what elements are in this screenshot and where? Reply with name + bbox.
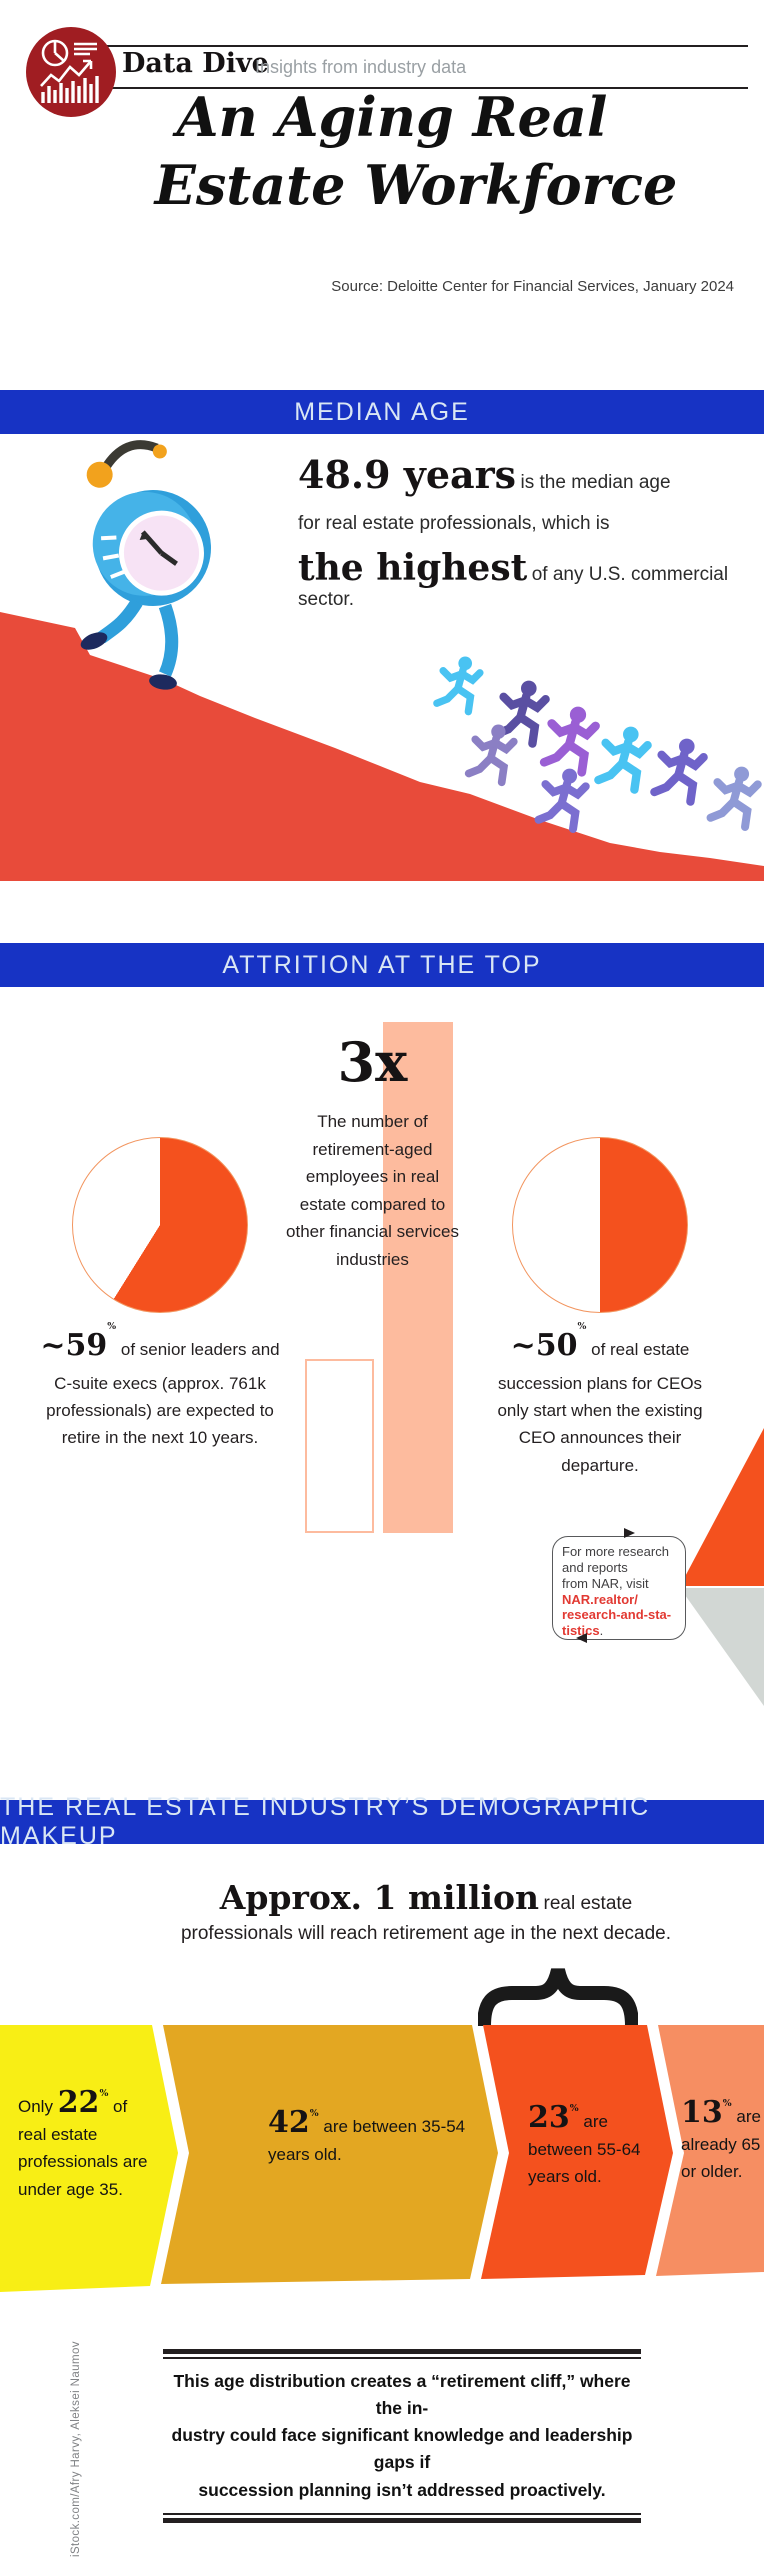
retirement-cliff-caption-box: This age distribution creates a “retirem… [163, 2349, 641, 2523]
segment-1-prefix: Only [18, 2097, 58, 2116]
caption-rule-bottom-thick [163, 2517, 641, 2523]
segment-3-text: are between 55-64 years old. [528, 2112, 641, 2187]
segment-1-text: of real estate professionals are under a… [18, 2097, 148, 2199]
image-credit: iStock.com/Afry Harvy, Aleksei Naumov [70, 2341, 82, 2557]
median-age-stat: 48.9 years is the median age for real es… [298, 452, 758, 611]
segment-35-54-label: 42% are between 35-54 years old. [268, 2108, 493, 2168]
percent-sign: % [107, 1321, 117, 1332]
segment-4-text: are already 65 or older. [681, 2107, 761, 2182]
caption-rule-top-thin [163, 2357, 641, 2359]
section-band-attrition: ATTRITION AT THE TOP [0, 943, 764, 987]
median-age-stat-line3: the highest of any U.S. commercial secto… [298, 547, 758, 611]
percent-sign: % [577, 1321, 587, 1332]
age-distribution-chevron-bar [0, 2025, 764, 2292]
segment-under-35-label: Only 22% of real estate professionals ar… [18, 2088, 158, 2203]
multiple-3x-text: The number of retirement-aged employees … [286, 1112, 459, 1269]
median-age-stat-line2: for real estate professionals, which is [298, 513, 610, 534]
page-title: An Aging Real Estate Workforce [0, 84, 764, 219]
gray-triangle-decoration [680, 1588, 764, 1706]
caption-line1: This age distribution creates a “retirem… [173, 2371, 631, 2419]
caption-rule-bottom-thin [163, 2512, 641, 2515]
header-rule-bottom [58, 87, 748, 89]
segment-2-text: are between 35-54 years old. [268, 2117, 466, 2164]
header-rule-top [58, 45, 748, 47]
demographics-heading: Approx. 1 million real estate profession… [146, 1878, 706, 1945]
callout-line2: and reports [562, 1559, 628, 1575]
percent-sign: % [722, 2098, 732, 2109]
segment-65-plus-label: 13% are already 65 or older. [681, 2098, 761, 2186]
percent-sign: % [309, 2108, 319, 2119]
segment-55-64 [481, 2025, 673, 2279]
nar-research-callout: For more research and reports from NAR, … [552, 1536, 686, 1640]
nar-link-period: . [599, 1623, 604, 1639]
demographics-heading-line2: professionals will reach retirement age … [180, 1923, 672, 1944]
runner-crowd-illustration [290, 628, 764, 890]
retirement-cliff-caption: This age distribution creates a “retirem… [163, 2359, 641, 2513]
arrow-right-icon [624, 1528, 635, 1538]
curly-brace-icon [478, 1968, 638, 2026]
nar-link-line3-text[interactable]: tistics [562, 1623, 600, 1639]
pie-chart-50-percent [512, 1137, 688, 1313]
segment-35-54 [161, 2025, 498, 2284]
nar-link-line2[interactable]: research-and-sta- [562, 1607, 672, 1623]
percent-sign: % [569, 2103, 579, 2114]
brand-name: Data Dive [122, 48, 269, 79]
median-age-value: 48.9 years [298, 452, 517, 497]
section-band-median-age-label: MEDIAN AGE [294, 397, 470, 426]
section-band-median-age: MEDIAN AGE [0, 390, 764, 434]
red-hill-illustration [0, 612, 764, 881]
section-band-attrition-label: ATTRITION AT THE TOP [222, 950, 542, 979]
segment-4-value: 13 [681, 2095, 723, 2130]
pie-50-caption: ~50% of real estate succession plans for… [490, 1321, 710, 1479]
bar-1x-other-industries [305, 1359, 374, 1533]
source-attribution: Source: Deloitte Center for Financial Se… [331, 278, 734, 295]
section-band-demographics: THE REAL ESTATE INDUSTRY’S DEMOGRAPHIC M… [0, 1793, 764, 1850]
pie-chart-59-percent [72, 1137, 248, 1313]
page-title-line1: An Aging Real [176, 85, 608, 149]
segment-2-value: 42 [268, 2105, 310, 2140]
segment-55-64-label: 23% are between 55-64 years old. [528, 2103, 656, 2191]
multiple-3x-value: 3x [337, 1030, 408, 1094]
segment-65-plus [656, 2025, 764, 2276]
page-title-line2: Estate Workforce [154, 152, 678, 217]
demographics-heading-rest: real estate [543, 1893, 633, 1914]
nar-link-line3[interactable]: tistics. [562, 1623, 676, 1639]
median-age-stat-line1: 48.9 years is the median age [298, 452, 758, 497]
segment-3-value: 23 [528, 2100, 570, 2135]
callout-line1: For more research [562, 1544, 669, 1559]
pie-59-value: ~59 [40, 1328, 108, 1363]
caption-line3: succession planning isn’t addressed proa… [198, 2479, 606, 2500]
section-band-demographics-label: THE REAL ESTATE INDUSTRY’S DEMOGRAPHIC M… [0, 1793, 651, 1850]
callout-line3: from NAR, visit [562, 1575, 649, 1591]
demographics-heading-line1: Approx. 1 million real estate [146, 1878, 706, 1917]
pie-59-caption: ~59% of senior leaders and C-suite execs… [40, 1321, 280, 1452]
caption-rule-top-thick [163, 2349, 641, 2354]
median-age-rest: is the median age [520, 472, 671, 493]
percent-sign: % [99, 2088, 109, 2099]
pie-59-text: of senior leaders and C-suite execs (app… [46, 1340, 280, 1448]
pie-50-value: ~50 [510, 1328, 578, 1363]
bar-3x-real-estate [383, 1022, 453, 1533]
multiple-3x-block: 3x The number of retirement-aged employe… [285, 1030, 460, 1273]
caption-line2: dustry could face significant knowledge … [171, 2425, 633, 2473]
data-dive-logo-icon [26, 27, 116, 117]
demographics-heading-strong: Approx. 1 million [219, 1878, 540, 1917]
arrow-left-icon [576, 1633, 587, 1643]
median-age-highlight-rest: of any U.S. commercial sector. [298, 564, 729, 610]
pie-50-text: of real estate succession plans for CEOs… [497, 1340, 703, 1475]
segment-under-35 [0, 2025, 178, 2292]
brand-tagline: Insights from industry data [255, 57, 467, 77]
segment-1-value: 22 [57, 2085, 100, 2120]
nar-link-line1[interactable]: NAR.realtor/ [562, 1591, 638, 1607]
median-age-highlight: the highest [298, 547, 528, 589]
running-clock-illustration [80, 440, 211, 690]
